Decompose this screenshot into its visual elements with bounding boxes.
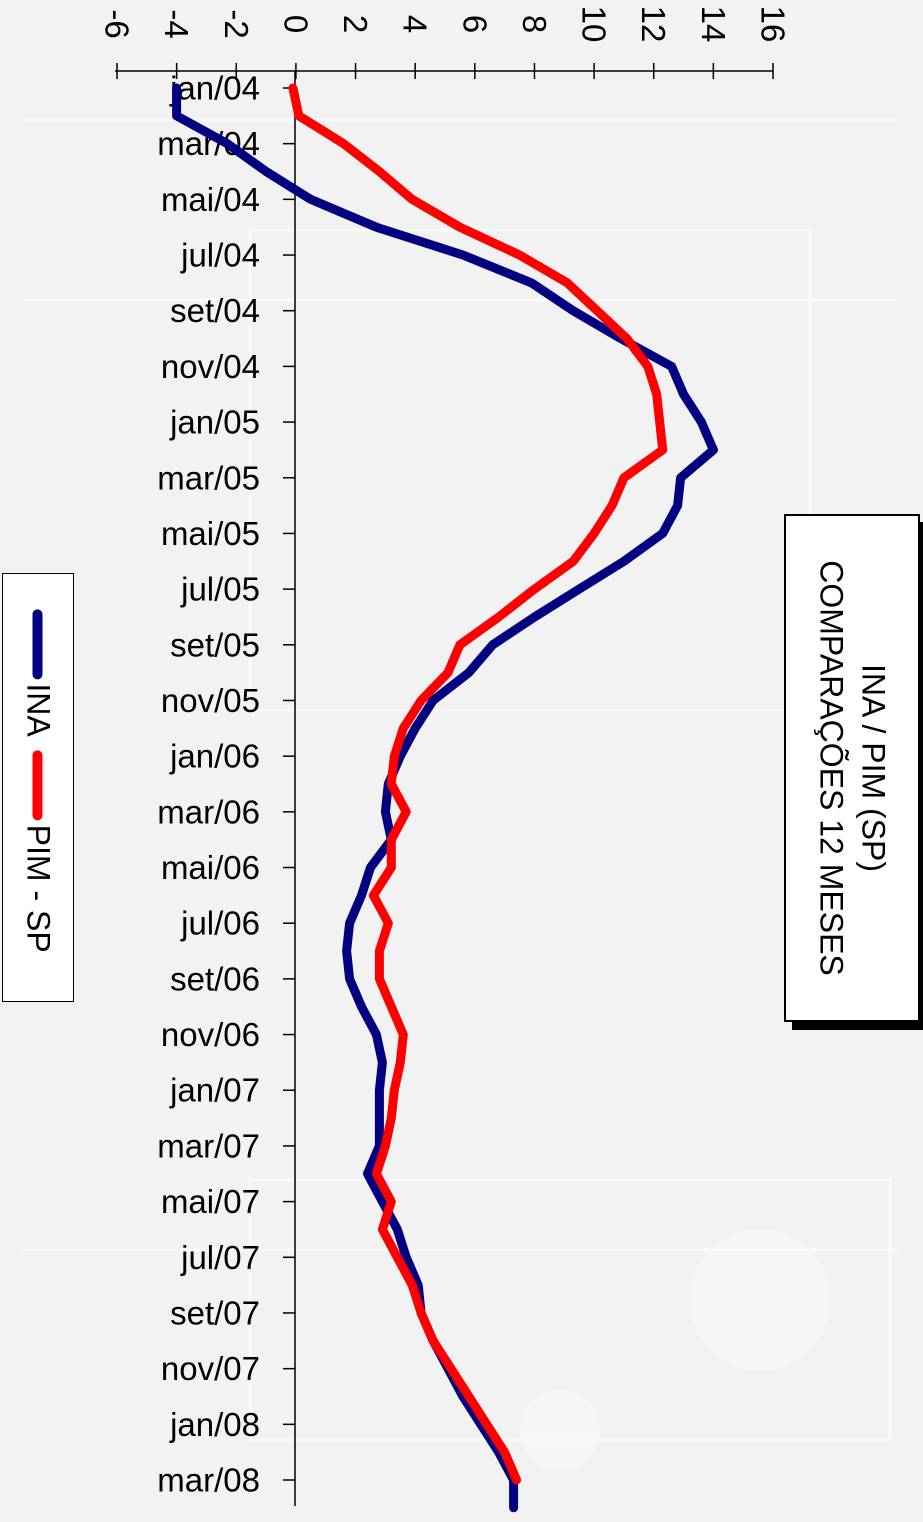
x-tick-label: mai/05	[161, 515, 260, 552]
x-tick-label: jan/04	[169, 70, 260, 107]
legend-item-pim-sp: PIM - SP	[20, 750, 57, 952]
y-tick-label: 12	[635, 6, 672, 43]
x-tick-label: nov/07	[161, 1350, 260, 1387]
y-tick-label: 16	[755, 6, 792, 43]
x-tick-label: nov/05	[161, 682, 260, 719]
legend-swatch-pim-sp	[33, 750, 43, 821]
x-tick-label: jul/05	[180, 571, 260, 608]
x-tick-label: nov/04	[161, 348, 260, 385]
x-tick-label: set/04	[170, 292, 260, 329]
x-tick-label: jan/07	[169, 1072, 260, 1109]
chart-title-line-1: INA / PIM (SP)	[855, 663, 892, 873]
y-tick-label: -6	[99, 9, 136, 38]
x-tick-label: jan/06	[169, 738, 260, 775]
x-tick-label: mar/05	[157, 459, 260, 496]
legend-label-pim-sp: PIM - SP	[20, 824, 57, 953]
chart-title-line-2: COMPARAÇÕES 12 MESES	[814, 560, 850, 976]
chart-title: INA / PIM (SP) COMPARAÇÕES 12 MESES	[810, 560, 893, 976]
legend-item-ina: INA	[20, 608, 57, 737]
y-tick-label: -2	[218, 9, 255, 38]
y-tick-label: -4	[158, 9, 195, 38]
x-tick-label: jul/06	[180, 905, 260, 942]
y-tick-label: 8	[516, 15, 553, 33]
x-tick-label: jul/04	[180, 237, 260, 274]
series-line-ina	[172, 83, 718, 1513]
x-tick-label: mar/08	[157, 1462, 260, 1499]
legend-label-ina: INA	[20, 682, 57, 737]
y-tick-label: 0	[277, 15, 314, 33]
x-tick-label: jan/08	[169, 1406, 260, 1443]
legend-swatch-ina	[33, 608, 43, 679]
y-tick-label: 14	[695, 6, 732, 43]
legend: INA PIM - SP	[2, 573, 74, 1002]
y-tick-label: 6	[456, 15, 493, 33]
x-tick-label: set/06	[170, 960, 260, 997]
chart-title-box: INA / PIM (SP) COMPARAÇÕES 12 MESES	[784, 514, 920, 1022]
x-tick-label: mar/06	[157, 793, 260, 830]
x-tick-label: set/07	[170, 1294, 260, 1331]
x-tick-label: jan/05	[169, 404, 260, 441]
x-tick-label: mai/07	[161, 1183, 260, 1220]
y-tick-label: 2	[337, 15, 374, 33]
y-tick-label: 10	[576, 6, 613, 43]
series-line-pim-sp	[288, 83, 668, 1485]
x-tick-label: set/05	[170, 626, 260, 663]
x-tick-label: mai/04	[161, 181, 260, 218]
x-tick-label: nov/06	[161, 1016, 260, 1053]
x-tick-label: jul/07	[180, 1239, 260, 1276]
x-tick-label: mai/06	[161, 849, 260, 886]
x-tick-label: mar/07	[157, 1127, 260, 1164]
y-tick-label: 4	[397, 15, 434, 33]
